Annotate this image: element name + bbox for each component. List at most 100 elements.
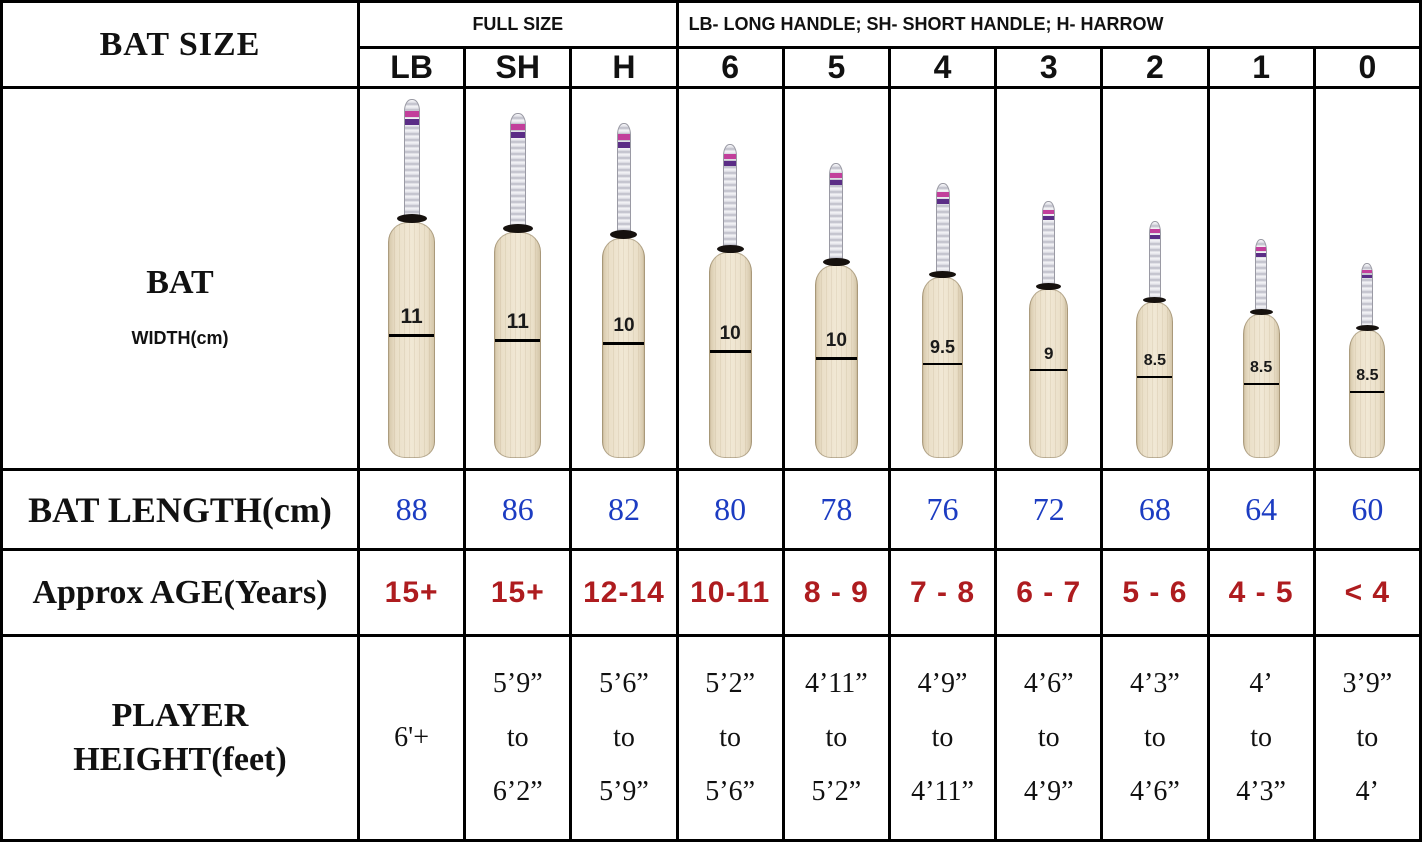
size-column-header-SH: SH: [463, 46, 573, 89]
bat-length-value-4: 76: [887, 468, 998, 551]
grip-stripe-pink: [724, 154, 737, 159]
bat-width-value: 10: [825, 330, 847, 351]
player-height-line: 5’2”: [811, 776, 862, 807]
grip-stripe-purple: [1043, 216, 1055, 220]
bat-illustration-size-4: 9.5: [922, 183, 964, 458]
bat-blade: 10: [708, 252, 752, 458]
bat-handle: [829, 163, 844, 262]
grip-stripe-purple: [404, 119, 419, 125]
player-height-range-LB: 6'+: [362, 639, 462, 838]
player-height-line: to: [931, 722, 954, 753]
player-height-line: to: [719, 722, 742, 753]
player-height-cell-3: 4’6” to 4’9”: [994, 634, 1104, 842]
grip-stripe-pink: [1256, 247, 1267, 251]
age-value-3: 6 - 7: [994, 548, 1104, 637]
age-value-2: 5 - 6: [1100, 548, 1210, 637]
player-height-cell-LB: 6'+: [356, 634, 467, 842]
age-value-6: 10-11: [675, 548, 785, 637]
bat-width-value: 8.5: [1249, 359, 1273, 376]
bat-illustration-size-5: 10: [814, 163, 858, 458]
player-height-line: 5’9”: [492, 668, 543, 699]
size-column-header-6: 6: [675, 46, 785, 89]
grip-stripe-pink: [1362, 270, 1373, 273]
bat-width-value: 9.5: [930, 337, 956, 357]
size-column-header-1: 1: [1206, 46, 1316, 89]
bat-size-header: BAT SIZE: [0, 0, 360, 89]
player-height-line: 6'+: [394, 722, 430, 753]
grip-stripe-pink: [1043, 210, 1055, 214]
age-value-SH: 15+: [463, 548, 573, 637]
player-height-line: 4’11”: [804, 668, 868, 699]
bat-illustrations-row: BAT WIDTH(cm) 11 11 10 10 10 9.5 9 8.5 8.5 8.5: [0, 86, 1422, 471]
grip-stripe-pink: [404, 111, 419, 117]
player-height-line: to: [506, 722, 529, 753]
bat-handle: [1255, 239, 1268, 312]
player-height-range-2: 4’3” to 4’6”: [1105, 639, 1205, 838]
full-size-header: FULL SIZE: [357, 0, 679, 49]
player-height-line: 4’11”: [911, 776, 974, 807]
age-value-H: 12-14: [569, 548, 679, 637]
size-column-header-3: 3: [994, 46, 1104, 89]
bat-illustration-size-6: 10: [708, 144, 752, 458]
bat-cell-4: 9.5: [887, 86, 998, 471]
player-height-cell-1: 4’ to 4’3”: [1206, 634, 1316, 842]
player-height-line: to: [1250, 722, 1272, 753]
player-height-line: 6’2”: [492, 776, 543, 807]
bat-length-row: BAT LENGTH(cm) 88 86 82 80 78 76 72 68 64 60: [0, 468, 1422, 551]
player-height-line: 4’6”: [1130, 776, 1180, 807]
size-column-header-4: 4: [887, 46, 998, 89]
bat-width-line: [923, 363, 963, 365]
bat-illustration-size-LB: 11: [388, 99, 436, 458]
grip-stripe-pink: [510, 124, 525, 130]
bat-illustration-size-2: 8.5: [1136, 221, 1174, 458]
bat-handle: [1361, 263, 1374, 328]
age-value-4: 7 - 8: [887, 548, 998, 637]
bat-collar: [1036, 283, 1062, 290]
bat-illustration-size-3: 9: [1029, 201, 1069, 458]
bat-illustration-size-1: 8.5: [1242, 239, 1280, 458]
grip-stripe-pink: [830, 173, 843, 178]
player-height-line: 5’6”: [599, 668, 649, 699]
bat-illustration-size-SH: 11: [494, 113, 542, 458]
bat-collar: [1355, 325, 1379, 331]
player-height-cell-H: 5’6” to 5’9”: [569, 634, 679, 842]
player-height-range-SH: 5’9” to 6’2”: [468, 639, 568, 838]
player-height-label-line2: HEIGHT(feet): [73, 741, 287, 778]
player-height-line: 4’: [1355, 776, 1379, 807]
player-height-row: PLAYER HEIGHT(feet) 6'+ 5’9” to 6’2” 5’6” to 5…: [0, 634, 1422, 842]
player-height-line: 3’9”: [1342, 668, 1393, 699]
bat-collar: [716, 245, 744, 253]
player-height-line: 5’6”: [705, 776, 756, 807]
player-height-line: 4’: [1249, 668, 1273, 699]
bat-length-value-H: 82: [569, 468, 679, 551]
bat-collar: [822, 258, 850, 266]
player-height-label-line1: PLAYER: [111, 696, 249, 734]
bat-width-value: 8.5: [1356, 367, 1379, 384]
bat-handle: [1148, 221, 1161, 300]
age-value-1: 4 - 5: [1206, 548, 1316, 637]
player-height-line: 5’2”: [705, 668, 756, 699]
player-height-line: to: [1037, 722, 1060, 753]
grip-stripe-purple: [936, 199, 949, 204]
bat-cell-0: 8.5: [1312, 86, 1422, 471]
bat-collar: [1249, 309, 1273, 315]
size-column-header-H: H: [569, 46, 679, 89]
bat-blade: 8.5: [1242, 314, 1280, 458]
bat-handle: [616, 123, 631, 235]
player-height-line: to: [613, 722, 635, 753]
bat-width-line: [1030, 369, 1068, 371]
bat-width-line: [709, 350, 751, 353]
age-value-LB: 15+: [356, 548, 467, 637]
bat-blade: 9.5: [922, 277, 964, 458]
bat-blade: 8.5: [1136, 302, 1174, 458]
bat-handle: [935, 183, 950, 275]
bat-length-value-1: 64: [1206, 468, 1316, 551]
bat-blade: 11: [388, 222, 436, 458]
bat-cell-LB: 11: [356, 86, 467, 471]
handle-legend-header: LB- LONG HANDLE; SH- SHORT HANDLE; H- HA…: [675, 0, 1422, 49]
bat-width-line: [389, 334, 435, 337]
age-value-5: 8 - 9: [781, 548, 891, 637]
